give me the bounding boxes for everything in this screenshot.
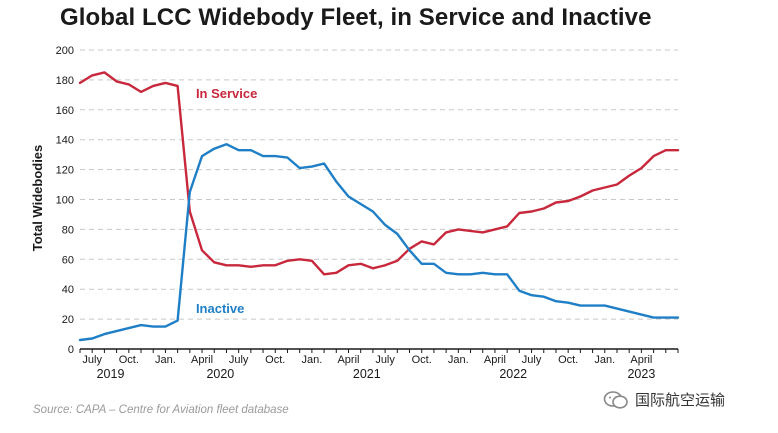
year-label-2020: 2020 <box>206 367 234 381</box>
x-tick-label: Oct. <box>412 354 432 366</box>
x-tick-label: July <box>229 354 249 366</box>
x-tick-label: July <box>82 354 102 366</box>
x-tick-label: Oct. <box>558 354 578 366</box>
chart-title: Global LCC Widebody Fleet, in Service an… <box>60 4 652 31</box>
x-tick-label: July <box>375 354 395 366</box>
year-label-2022: 2022 <box>499 367 527 381</box>
x-tick-label: April <box>630 354 652 366</box>
grid-lines <box>80 49 678 320</box>
x-axis: July Oct. Jan. April July Oct. Jan. April July Oc… <box>79 348 679 381</box>
y-tick-label-20: 20 <box>62 314 74 326</box>
x-tick-label: Oct. <box>265 354 285 366</box>
y-tick-label-60: 60 <box>62 254 74 266</box>
source-note: Source: CAPA – Centre for Aviation fleet… <box>33 404 289 416</box>
year-label-2021: 2021 <box>353 367 381 381</box>
y-tick-label-200: 200 <box>56 45 74 57</box>
y-tick-label-80: 80 <box>62 224 74 236</box>
x-tick-label: April <box>484 354 506 366</box>
series-line-in-service <box>78 71 680 276</box>
y-tick-label-140: 140 <box>56 135 74 147</box>
x-tick-label: Jan. <box>448 354 469 366</box>
x-tick-label: Jan. <box>301 354 322 366</box>
y-tick-label-100: 100 <box>56 195 74 207</box>
series-line-inactive <box>78 142 680 342</box>
y-axis: 0 20 40 60 80 100 120 140 160 180 200 <box>56 45 74 356</box>
year-label-2019: 2019 <box>97 367 125 381</box>
y-tick-label-180: 180 <box>56 75 74 87</box>
watermark-text: 国际航空运输 <box>635 392 726 409</box>
x-tick-label: Oct. <box>119 354 139 366</box>
y-tick-label-0: 0 <box>68 344 74 356</box>
y-tick-label-160: 160 <box>56 105 74 117</box>
x-tick-label: July <box>522 354 542 366</box>
x-tick-label: Jan. <box>594 354 615 366</box>
x-tick-label: April <box>191 354 213 366</box>
x-tick-label: April <box>337 354 359 366</box>
year-label-2023: 2023 <box>627 367 655 381</box>
watermark: 国际航空运输 <box>603 389 725 410</box>
y-tick-label-120: 120 <box>56 165 74 177</box>
series-group: In Service Inactive <box>78 71 680 342</box>
series-label-in-service: In Service <box>196 86 257 101</box>
wechat-icon <box>603 390 629 410</box>
y-axis-title: Total Widebodies <box>30 145 45 252</box>
y-tick-label-40: 40 <box>62 284 74 296</box>
x-tick-label: Jan. <box>155 354 176 366</box>
series-label-inactive: Inactive <box>196 301 244 316</box>
